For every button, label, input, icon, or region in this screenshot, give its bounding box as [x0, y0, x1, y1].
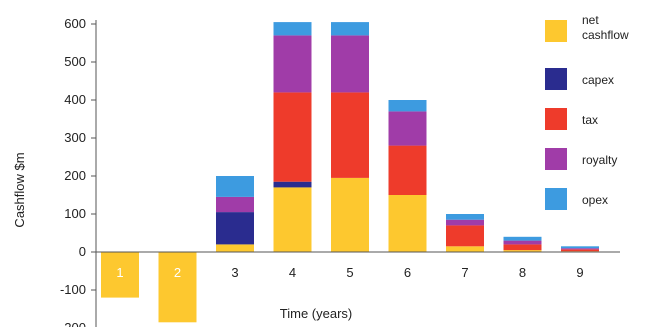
- bar-net-cashflow-7: [446, 246, 484, 252]
- bar-royalty-9: [561, 248, 599, 249]
- x-tick-label: 3: [231, 265, 238, 280]
- bar-opex-5: [331, 22, 369, 35]
- bar-tax-8: [504, 244, 542, 250]
- bar-royalty-7: [446, 220, 484, 226]
- bar-opex-3: [216, 176, 254, 197]
- y-tick-label: -100: [60, 282, 86, 297]
- x-tick-label: 2: [174, 265, 181, 280]
- bar-royalty-5: [331, 35, 369, 92]
- legend-swatch-opex: [545, 188, 567, 210]
- bar-royalty-8: [504, 241, 542, 245]
- y-tick-label: 500: [64, 54, 86, 69]
- bar-tax-7: [446, 225, 484, 246]
- bar-opex-7: [446, 214, 484, 220]
- bar-capex-3: [216, 212, 254, 244]
- bar-opex-4: [274, 22, 312, 35]
- x-tick-label: 6: [404, 265, 411, 280]
- bar-net-cashflow-2: [159, 252, 197, 322]
- y-tick-label: 0: [79, 244, 86, 259]
- bar-tax-9: [561, 249, 599, 251]
- bar-net-cashflow-3: [216, 244, 254, 252]
- y-axis: 600 500 400 300 200 100 0 -100 -200: [60, 16, 96, 327]
- x-tick-label: 7: [461, 265, 468, 280]
- legend-swatch-net-cashflow: [545, 20, 567, 42]
- bar-net-cashflow-6: [389, 195, 427, 252]
- bar-royalty-6: [389, 111, 427, 145]
- x-tick-label: 4: [289, 265, 296, 280]
- bar-capex-4: [274, 182, 312, 188]
- bar-opex-9: [561, 246, 599, 248]
- legend-label: tax: [582, 113, 598, 127]
- bar-royalty-3: [216, 197, 254, 212]
- bar-tax-6: [389, 146, 427, 195]
- legend-swatch-tax: [545, 108, 567, 130]
- legend-label: opex: [582, 193, 608, 207]
- x-axis-title: Time (years): [280, 306, 352, 321]
- legend-swatch-capex: [545, 68, 567, 90]
- y-tick-label: -200: [60, 320, 86, 327]
- x-tick-label: 8: [519, 265, 526, 280]
- y-tick-label: 300: [64, 130, 86, 145]
- legend-swatch-royalty: [545, 148, 567, 170]
- bar-net-cashflow-4: [274, 187, 312, 252]
- y-tick-label: 600: [64, 16, 86, 31]
- y-tick-label: 200: [64, 168, 86, 183]
- bar-tax-5: [331, 92, 369, 177]
- bar-net-cashflow-5: [331, 178, 369, 252]
- legend-label: net: [582, 13, 599, 27]
- x-tick-label: 1: [116, 265, 123, 280]
- y-axis-title: Cashflow $m: [12, 152, 27, 227]
- x-tick-label: 9: [576, 265, 583, 280]
- bar-royalty-4: [274, 35, 312, 92]
- y-tick-label: 100: [64, 206, 86, 221]
- legend-label: cashflow: [582, 28, 629, 42]
- legend-label: capex: [582, 73, 614, 87]
- bar-opex-6: [389, 100, 427, 111]
- bar-tax-4: [274, 92, 312, 181]
- y-tick-label: 400: [64, 92, 86, 107]
- legend-label: royalty: [582, 153, 617, 167]
- x-tick-label: 5: [346, 265, 353, 280]
- bar-opex-8: [504, 237, 542, 241]
